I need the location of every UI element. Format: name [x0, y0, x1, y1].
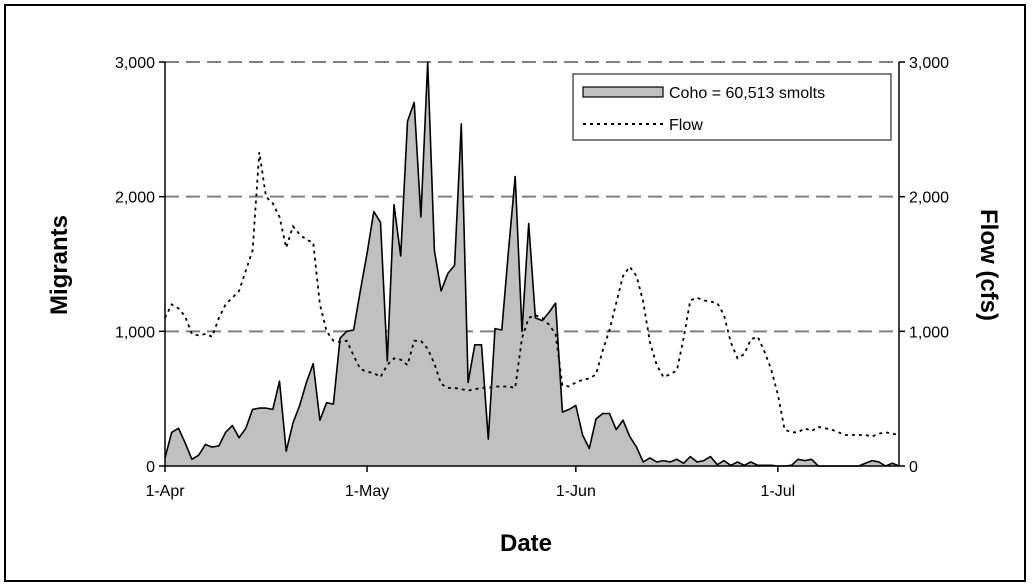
y2-tick-label: 0	[909, 459, 918, 476]
legend-box	[572, 73, 892, 141]
y-tick-label: 3,000	[115, 55, 155, 72]
y-tick-label: 0	[146, 459, 155, 476]
y2-tick-label: 1,000	[909, 324, 949, 341]
coho-migration-chart: 0 1,000 2,000 3,000 0 1,000 2,000 3,000 1-Apr 1-M…	[46, 55, 1002, 557]
legend-label-flow: Flow	[669, 117, 703, 134]
flow-layer	[164, 152, 900, 438]
y-tick-label: 2,000	[115, 190, 155, 207]
y-axis-title: Migrants	[46, 215, 73, 315]
y2-tick-label: 2,000	[909, 190, 949, 207]
x-tick-label: 1-Jul	[761, 483, 796, 500]
y-tick-label: 1,000	[115, 324, 155, 341]
x-tick-label: 1-Jun	[556, 483, 596, 500]
chart-frame: 0 1,000 2,000 3,000 0 1,000 2,000 3,000 1-Apr 1-M…	[4, 4, 1026, 582]
x-tick-label: 1-May	[345, 483, 389, 500]
flow-line	[164, 152, 900, 438]
x-tick-label: 1-Apr	[145, 483, 185, 500]
ticks-layer: 0 1,000 2,000 3,000 0 1,000 2,000 3,000 1-Apr 1-M…	[115, 55, 949, 500]
axes-layer	[164, 62, 900, 467]
legend: Coho = 60,513 smolts Flow	[572, 73, 892, 141]
y2-tick-label: 3,000	[909, 55, 949, 72]
y2-axis-title: Flow (cfs)	[975, 209, 1002, 321]
coho-area	[165, 62, 900, 466]
legend-label-coho: Coho = 60,513 smolts	[669, 85, 825, 102]
x-axis-title: Date	[500, 530, 552, 557]
legend-swatch-coho	[582, 86, 664, 98]
